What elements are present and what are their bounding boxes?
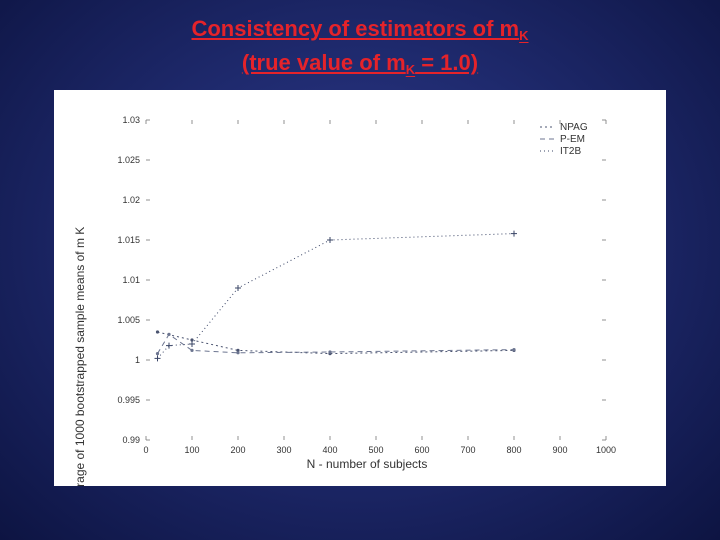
slide-title-line2: (true value of mK = 1.0) — [0, 50, 720, 83]
x-tick-label: 800 — [506, 445, 521, 455]
slide-title-line1: Consistency of estimators of mK — [0, 16, 720, 49]
data-point-it2b — [166, 342, 172, 349]
plot-panel: 0.99 0.995 1 1.005 1.01 1.015 1.02 1.025 1.03 0 10… — [54, 90, 666, 486]
series-layer — [154, 230, 517, 362]
data-point-npag — [190, 338, 194, 342]
x-tick-label: 400 — [322, 445, 337, 455]
x-tick-label: 500 — [368, 445, 383, 455]
title-line2-subscript: K — [405, 62, 416, 77]
data-point-it2b — [511, 230, 517, 237]
y-tick-label: 1.01 — [122, 275, 140, 285]
y-tick-label: 1.02 — [122, 195, 140, 205]
title-line2-suffix: = 1.0) — [415, 50, 479, 75]
legend-label-it2b: IT2B — [560, 146, 581, 157]
y-axis-label: Average of 1000 bootstrapped sample mean… — [73, 227, 87, 486]
data-point-it2b — [189, 341, 195, 347]
x-tick-label: 900 — [552, 445, 567, 455]
y-tick-label: 1.03 — [122, 115, 140, 125]
line-chart: 0.99 0.995 1 1.005 1.01 1.015 1.02 1.025 1.03 0 10… — [73, 115, 616, 486]
data-point-p-em — [167, 332, 171, 336]
x-tick-label: 300 — [276, 445, 291, 455]
title-line1-text: Consistency of estimators of m — [191, 16, 520, 41]
x-tick-label: 0 — [143, 445, 148, 455]
x-tick-label: 200 — [230, 445, 245, 455]
data-point-p-em — [190, 348, 194, 352]
x-tick-label: 1000 — [596, 445, 616, 455]
data-point-p-em — [512, 348, 516, 352]
y-tick-label: 1.025 — [117, 155, 140, 165]
legend-label-npag: NPAG — [560, 122, 588, 133]
legend-label-p-em: P-EM — [560, 134, 585, 145]
data-point-it2b — [327, 237, 333, 243]
data-point-npag — [236, 348, 240, 352]
series-line-npag — [157, 331, 515, 355]
x-axis-label: N - number of subjects — [307, 457, 428, 471]
x-tick-label: 600 — [414, 445, 429, 455]
series-line-it2b — [157, 233, 515, 359]
data-point-it2b — [154, 355, 161, 362]
y-tick-label: 1.005 — [117, 315, 140, 325]
title-line2-text: (true value of m — [241, 50, 406, 75]
x-tick-label: 700 — [460, 445, 475, 455]
y-tick-label: 1.015 — [117, 235, 140, 245]
y-tick-label: 0.99 — [122, 435, 140, 445]
data-point-it2b — [235, 285, 241, 291]
data-point-p-em — [236, 351, 240, 355]
y-tick-label: 1 — [135, 355, 140, 365]
series-line-p-em — [157, 333, 515, 354]
title-line1-subscript: K — [519, 28, 529, 43]
axes-layer: 0.99 0.995 1 1.005 1.01 1.015 1.02 1.025 1.03 0 10… — [117, 115, 616, 455]
data-point-npag — [155, 330, 160, 334]
x-tick-label: 100 — [184, 445, 199, 455]
y-tick-label: 0.995 — [117, 395, 140, 405]
data-point-p-em — [155, 352, 160, 356]
data-point-p-em — [328, 350, 332, 354]
